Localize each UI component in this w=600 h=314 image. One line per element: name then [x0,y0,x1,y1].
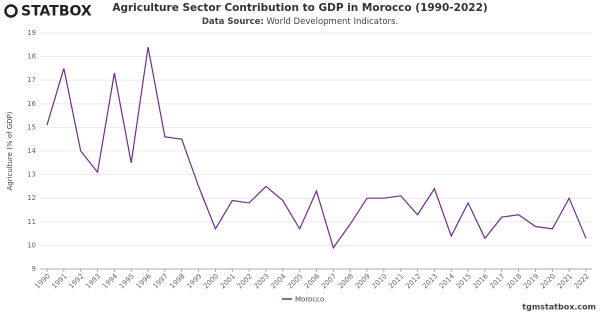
subtitle-label: Data Source: [202,17,264,27]
x-tick-label: 2019 [522,272,540,290]
logo-icon [4,4,18,18]
x-tick-label: 1993 [84,272,102,290]
x-tick-label: 1997 [151,272,169,290]
subtitle-text: World Development Indicators. [266,17,398,27]
y-tick-label: 15 [27,123,36,131]
x-tick-label: 2018 [505,272,523,290]
x-tick-label: 2007 [320,272,338,290]
y-tick-label: 16 [27,100,36,108]
x-tick-label: 2006 [303,272,322,291]
logo-text: STATBOX [21,4,92,20]
x-tick-label: 2009 [354,272,372,290]
x-tick-label: 1999 [185,272,203,290]
footer: tgmstatbox.com [522,303,596,312]
x-tick-label: 2015 [455,272,473,290]
x-tick-label: 2021 [556,272,574,290]
x-tick-label: 2016 [472,272,491,291]
y-tick-label: 14 [27,147,36,155]
x-tick-label: 1998 [168,272,186,290]
x-tick-label: 2011 [387,272,405,290]
x-tick-label: 2022 [573,272,591,290]
x-tick-label: 2008 [337,272,355,290]
x-tick-label: 2000 [202,272,220,290]
line [46,47,587,250]
x-tick-label: 2001 [219,272,237,290]
x-tick-label: 2012 [404,272,422,290]
x-tick-label: 1996 [135,272,154,291]
y-tick-label: 17 [27,76,36,84]
x-tick-label: 2013 [421,272,439,290]
x-tick-label: 1991 [50,272,68,290]
y-tick-label: 19 [27,29,36,37]
y-tick-label: 10 [27,241,36,249]
x-tick-label: 1994 [101,272,120,291]
y-tick-label: 11 [27,218,36,226]
y-tick-label: 12 [27,194,36,202]
y-tick-label: 9 [32,265,36,273]
x-tick-label: 1992 [67,272,85,290]
x-tick-label: 2004 [269,272,288,291]
y-axis-label: Agriculture (% of GDP) [6,111,14,190]
x-tick-label: 2014 [438,272,457,291]
x-tick-label: 2005 [286,272,304,290]
x-tick-label: 2020 [539,272,557,290]
x-tick-label: 2002 [236,272,254,290]
x-tick-label: 1995 [118,272,136,290]
legend-label: Morocco [295,296,324,304]
y-tick-label: 13 [27,171,36,179]
chart-title: Agriculture Sector Contribution to GDP i… [112,2,487,14]
x-tick-label: 2017 [488,272,506,290]
x-tick-label: 1990 [34,272,52,290]
x-tick-label: 2010 [370,272,388,290]
x-tick-label: 2003 [253,272,271,290]
y-tick-label: 18 [27,53,36,61]
chart-subtitle: Data Source: World Development Indicator… [202,17,398,27]
logo: STATBOX [4,4,92,20]
